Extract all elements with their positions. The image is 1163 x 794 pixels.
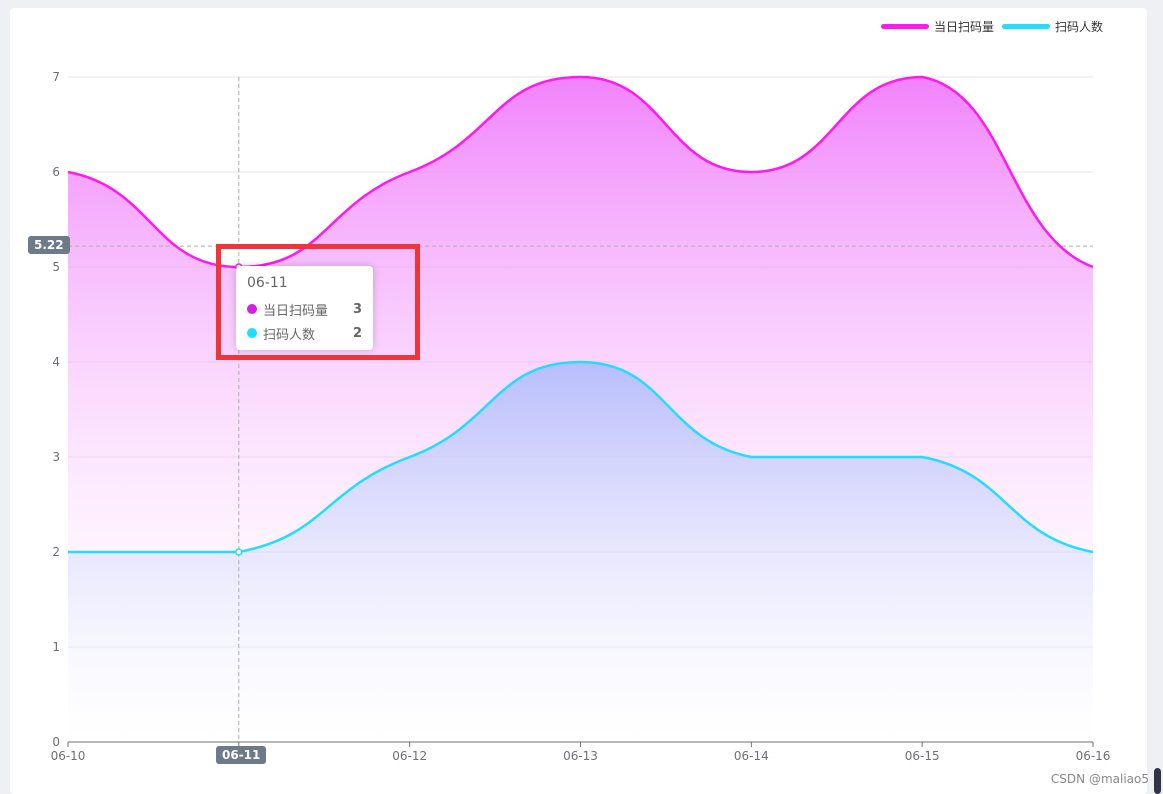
scrollbar-thumb[interactable] [1154, 768, 1161, 794]
tooltip-series-name: 扫码人数 [263, 327, 316, 343]
tooltip-title: 06-11 [247, 275, 288, 291]
tooltip-series-value: 3 [352, 301, 362, 317]
x-tick-label: 06-16 [1076, 749, 1111, 763]
y-tick-label: 7 [52, 70, 60, 84]
legend-swatch-scan-count [880, 24, 929, 29]
y-tick-label: 3 [52, 450, 60, 464]
y-tick-label: 4 [52, 355, 60, 369]
y-tick-label: 0 [52, 735, 60, 749]
x-tick-label: 06-14 [734, 749, 769, 763]
hover-point [235, 548, 243, 556]
legend-label-scan-people: 扫码人数 [1054, 20, 1103, 34]
tooltip-dot-scan-people [247, 328, 257, 338]
x-axis-pointer-badge: 06-11 [216, 746, 267, 764]
tooltip-row: 当日扫码量 3 [247, 297, 362, 321]
y-tick-label: 1 [52, 640, 60, 654]
y-tick-label: 6 [52, 165, 60, 179]
watermark: CSDN @maliao5 [1050, 772, 1149, 786]
x-tick-label: 06-12 [392, 749, 427, 763]
x-tick-label: 06-15 [905, 749, 940, 763]
x-tick-label: 06-13 [563, 749, 598, 763]
legend-swatch-scan-people [1001, 24, 1050, 29]
tooltip-series-name: 当日扫码量 [263, 303, 329, 319]
annotation-highlight-box [216, 244, 420, 360]
y-tick-label: 2 [52, 545, 60, 559]
series-line [68, 360, 1094, 554]
legend-item-scan-people[interactable]: 扫码人数 [1001, 18, 1103, 35]
series-areas [68, 77, 1093, 742]
legend-label-scan-count: 当日扫码量 [933, 20, 994, 34]
legend-item-scan-count[interactable]: 当日扫码量 [880, 18, 994, 35]
x-tick-label: 06-10 [51, 749, 86, 763]
tooltip-series-value: 2 [352, 325, 362, 341]
tooltip-row: 扫码人数 2 [247, 321, 362, 345]
y-tick-label: 5 [52, 260, 60, 274]
tooltip-dot-scan-count [247, 304, 257, 314]
chart-tooltip: 06-11 当日扫码量 3 扫码人数 2 [236, 266, 373, 350]
y-axis-pointer-badge: 5.22 [28, 236, 70, 254]
chart-legend: 当日扫码量 扫码人数 [873, 18, 1103, 35]
